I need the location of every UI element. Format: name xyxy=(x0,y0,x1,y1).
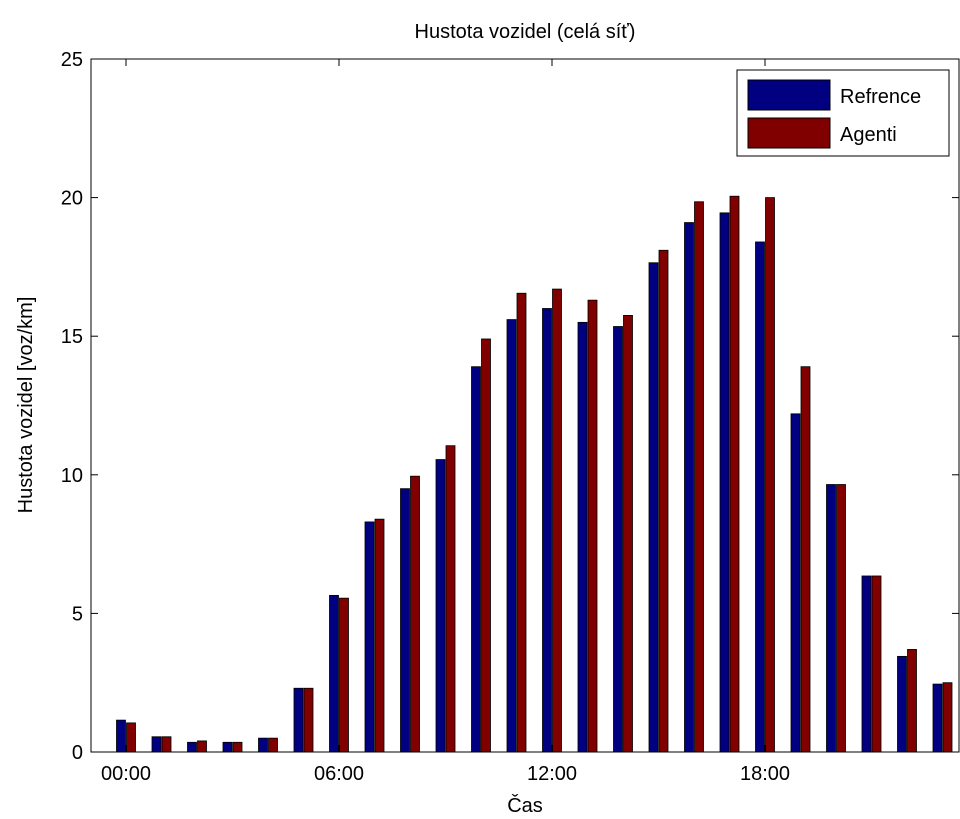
bar-agenti-0 xyxy=(126,722,136,753)
y-tick-label: 0 xyxy=(72,742,83,764)
bar-refrence-21 xyxy=(861,575,872,753)
bar-refrence-18 xyxy=(755,241,765,753)
chart-title: Hustota vozidel (celá síť) xyxy=(415,21,636,43)
bar-refrence-20 xyxy=(826,484,836,753)
bar-refrence-11 xyxy=(506,319,517,753)
x-tick-label: 06:00 xyxy=(314,763,364,785)
y-tick-labels: 0 5 10 15 20 25 xyxy=(61,49,83,764)
bar-agenti-7 xyxy=(374,518,385,753)
x-tick-labels: 00:00 06:00 12:00 18:00 xyxy=(101,763,790,785)
x-axis-label: Čas xyxy=(507,794,543,817)
bar-agenti-18 xyxy=(765,197,775,753)
bar-agenti-16 xyxy=(694,201,704,753)
bar-agenti-5 xyxy=(303,687,314,753)
y-tick-label: 25 xyxy=(61,49,83,71)
bar-agenti-13 xyxy=(587,299,598,753)
y-axis-label: Hustota vozidel [voz/km] xyxy=(15,297,37,514)
bar-refrence-6 xyxy=(329,594,339,753)
bar-refrence-2 xyxy=(187,741,197,753)
bar-agenti-23 xyxy=(942,682,953,753)
bar-agenti-17 xyxy=(729,195,740,753)
x-tick-label: 12:00 xyxy=(527,763,577,785)
bar-refrence-13 xyxy=(577,321,588,753)
bar-agenti-6 xyxy=(339,597,349,753)
bar-refrence-17 xyxy=(719,212,730,753)
y-tick-label: 10 xyxy=(61,465,83,487)
bar-refrence-9 xyxy=(435,459,446,753)
y-tick-label: 20 xyxy=(61,188,83,210)
bar-agenti-12 xyxy=(552,288,562,753)
bar-agenti-11 xyxy=(516,292,527,753)
bar-refrence-8 xyxy=(400,488,410,753)
legend: Refrence Agenti xyxy=(736,69,950,157)
bar-agenti-4 xyxy=(268,737,278,753)
bar-refrence-5 xyxy=(293,687,304,753)
y-tick-label: 5 xyxy=(72,603,83,625)
bar-refrence-1 xyxy=(151,736,162,753)
y-tick-label: 15 xyxy=(61,326,83,348)
legend-label-refrence: Refrence xyxy=(840,86,921,108)
bar-refrence-14 xyxy=(613,326,623,753)
bar-agenti-9 xyxy=(445,445,456,753)
bar-refrence-23 xyxy=(932,683,943,753)
bar-refrence-10 xyxy=(471,366,481,753)
bar-refrence-7 xyxy=(364,521,375,753)
bar-refrence-0 xyxy=(116,719,126,753)
x-tick-label: 00:00 xyxy=(101,763,151,785)
bar-agenti-1 xyxy=(161,736,172,753)
bar-refrence-22 xyxy=(897,655,907,753)
bar-agenti-20 xyxy=(836,484,846,753)
legend-swatch-refrence xyxy=(747,79,831,111)
bar-refrence-19 xyxy=(790,413,801,753)
bar-agenti-2 xyxy=(197,740,207,753)
bar-agenti-21 xyxy=(871,575,882,753)
bar-agenti-3 xyxy=(232,741,243,753)
legend-label-agenti: Agenti xyxy=(840,124,897,146)
bar-refrence-4 xyxy=(258,737,268,753)
bar-refrence-3 xyxy=(222,741,233,753)
plot-area-frame xyxy=(90,58,960,753)
bar-agenti-14 xyxy=(623,315,633,753)
bar-refrence-16 xyxy=(684,222,694,753)
bar-agenti-22 xyxy=(907,649,917,753)
x-tick-label: 18:00 xyxy=(740,763,790,785)
bar-agenti-8 xyxy=(410,475,420,753)
bars xyxy=(116,195,953,753)
bar-refrence-12 xyxy=(542,308,552,753)
bar-agenti-10 xyxy=(481,338,491,753)
bar-agenti-19 xyxy=(800,366,811,753)
bar-refrence-15 xyxy=(648,262,659,753)
bar-agenti-15 xyxy=(658,249,669,753)
legend-swatch-agenti xyxy=(747,117,831,149)
